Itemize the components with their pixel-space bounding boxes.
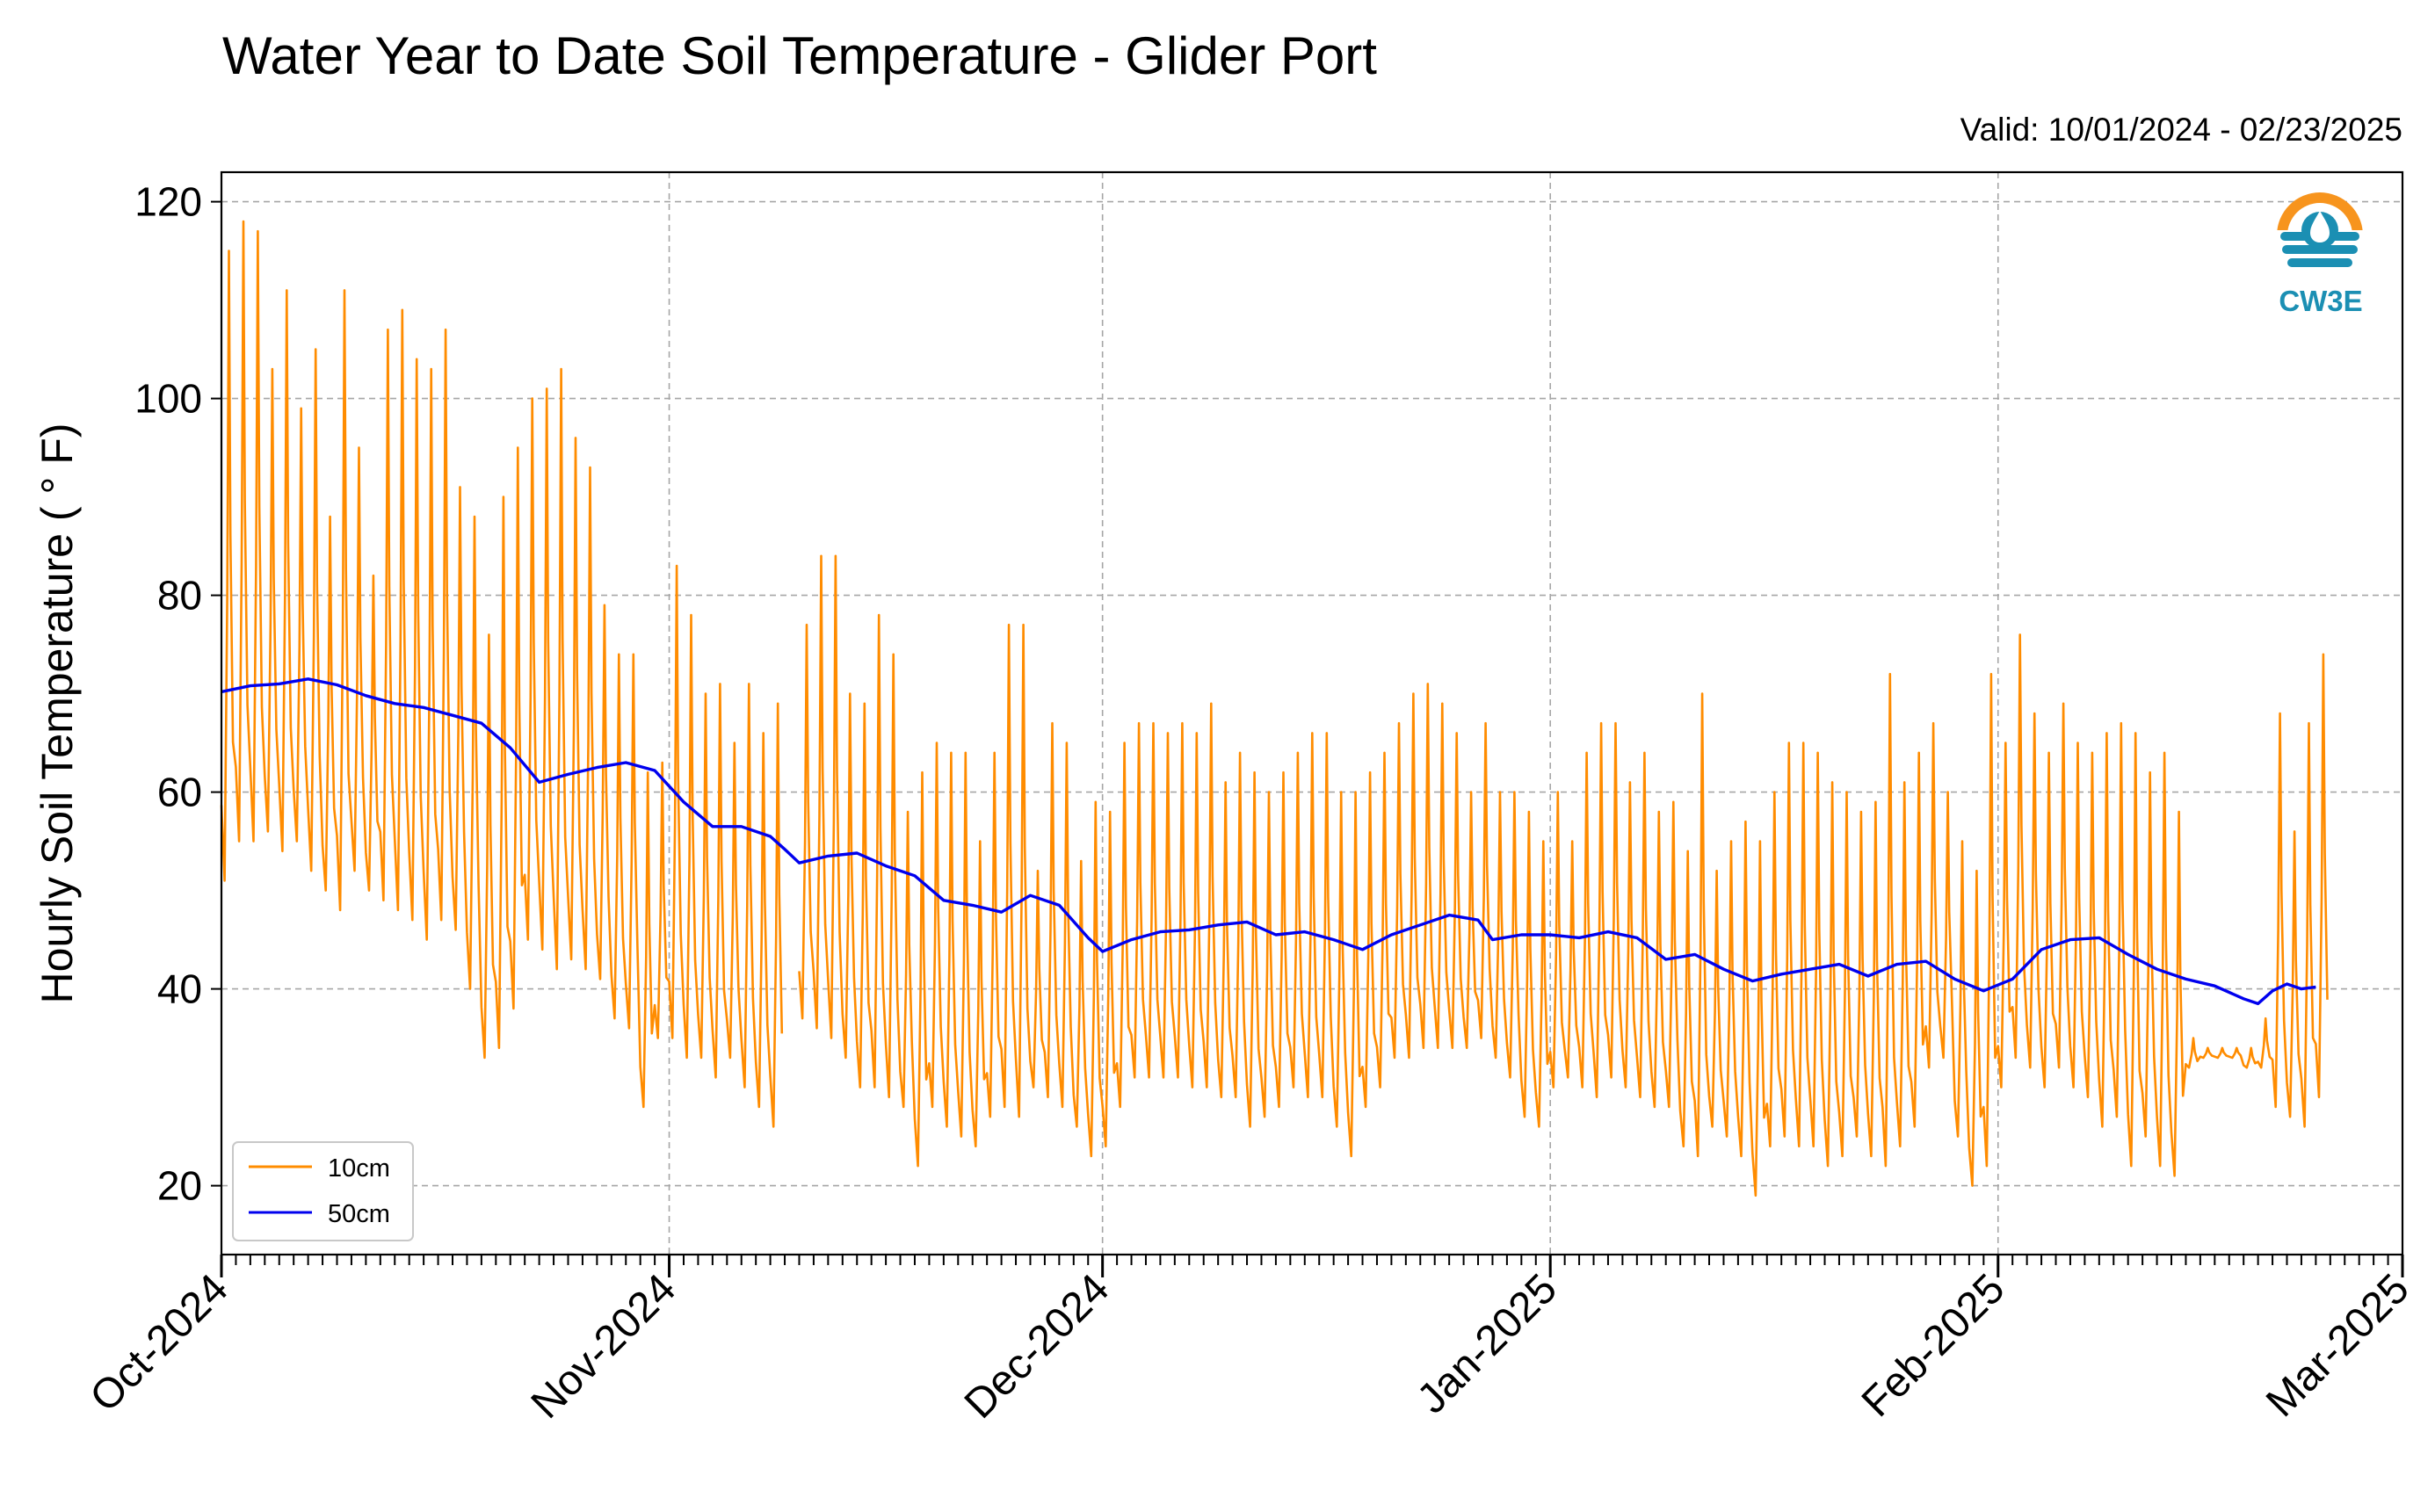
y-tick-label: 120 xyxy=(134,179,202,225)
y-tick-label: 60 xyxy=(157,770,202,815)
legend-label-50cm: 50cm xyxy=(328,1200,390,1228)
chart-title: Water Year to Date Soil Temperature - Gl… xyxy=(222,26,1377,85)
chart-subtitle: Valid: 10/01/2024 - 02/23/2025 xyxy=(1960,112,2402,148)
series-50cm-group xyxy=(221,677,2316,1006)
cw3e-logo: CW3E xyxy=(2275,192,2365,317)
logo-text: CW3E xyxy=(2279,285,2362,317)
series-10cm-group xyxy=(220,220,2329,1197)
series-10cm-line xyxy=(798,554,2329,1197)
legend: 10cm 50cm xyxy=(232,1141,414,1241)
y-tick-label: 20 xyxy=(157,1163,202,1209)
series-10cm-line xyxy=(220,220,784,1128)
legend-label-10cm: 10cm xyxy=(328,1154,390,1183)
y-axis-label: Hourly Soil Temperature ( ° F) xyxy=(33,423,82,1004)
y-axis: 20 40 60 80 100 120 xyxy=(134,179,221,1209)
y-tick-label: 100 xyxy=(134,376,202,422)
logo-wave-3 xyxy=(2287,258,2352,267)
logo-wave-2 xyxy=(2282,245,2358,254)
y-tick-label: 40 xyxy=(157,966,202,1012)
water-drop-icon xyxy=(2310,211,2330,242)
plot-frame xyxy=(220,170,2404,1256)
series-50cm-line xyxy=(221,677,2316,1006)
y-tick-label: 80 xyxy=(157,573,202,619)
